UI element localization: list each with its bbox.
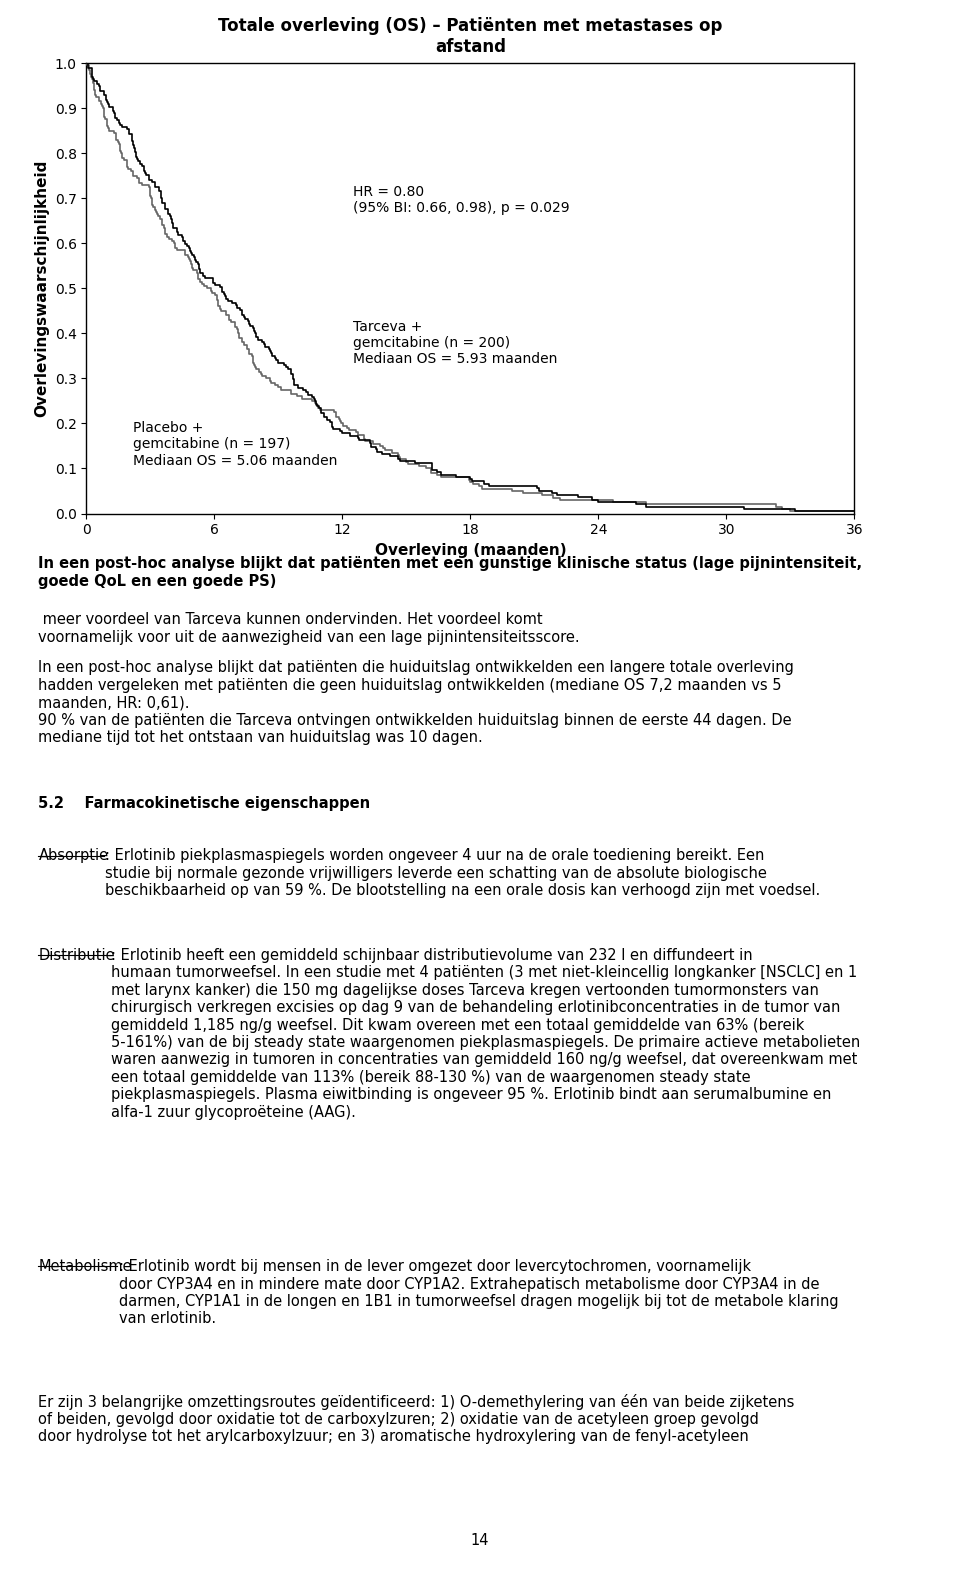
Text: In een post-hoc analyse blijkt dat patiënten die huiduitslag ontwikkelden een la: In een post-hoc analyse blijkt dat patië… <box>38 660 794 746</box>
Text: HR = 0.80
(95% BI: 0.66, 0.98), p = 0.029: HR = 0.80 (95% BI: 0.66, 0.98), p = 0.02… <box>353 185 569 215</box>
Title: Totale overleving (OS) – Patiënten met metastases op
afstand: Totale overleving (OS) – Patiënten met m… <box>218 17 723 55</box>
Text: Distributie: Distributie <box>38 948 115 962</box>
Text: Metabolisme: Metabolisme <box>38 1259 132 1273</box>
Text: : Erlotinib heeft een gemiddeld schijnbaar distributievolume van 232 l en diffun: : Erlotinib heeft een gemiddeld schijnba… <box>111 948 860 1120</box>
X-axis label: Overleving (maanden): Overleving (maanden) <box>374 544 566 558</box>
Text: : Erlotinib wordt bij mensen in de lever omgezet door levercytochromen, voorname: : Erlotinib wordt bij mensen in de lever… <box>119 1259 839 1327</box>
Text: 5.2    Farmacokinetische eigenschappen: 5.2 Farmacokinetische eigenschappen <box>38 796 371 811</box>
Text: Tarceva +
gemcitabine (n = 200)
Mediaan OS = 5.93 maanden: Tarceva + gemcitabine (n = 200) Mediaan … <box>353 319 558 367</box>
Text: Er zijn 3 belangrijke omzettingsroutes geïdentificeerd: 1) O-demethylering van é: Er zijn 3 belangrijke omzettingsroutes g… <box>38 1394 795 1444</box>
Text: : Erlotinib piekplasmaspiegels worden ongeveer 4 uur na de orale toediening bere: : Erlotinib piekplasmaspiegels worden on… <box>105 848 820 899</box>
Y-axis label: Overlevingswaarschijnlijkheid: Overlevingswaarschijnlijkheid <box>35 160 49 417</box>
Text: 14: 14 <box>470 1534 490 1548</box>
Text: meer voordeel van Tarceva kunnen ondervinden. Het voordeel komt
voornamelijk voo: meer voordeel van Tarceva kunnen ondervi… <box>38 611 580 645</box>
Text: Placebo +
gemcitabine (n = 197)
Mediaan OS = 5.06 maanden: Placebo + gemcitabine (n = 197) Mediaan … <box>133 422 338 468</box>
Text: Absorptie: Absorptie <box>38 848 108 863</box>
Text: In een post-hoc analyse blijkt dat patiënten met een gunstige klinische status (: In een post-hoc analyse blijkt dat patië… <box>38 556 862 589</box>
